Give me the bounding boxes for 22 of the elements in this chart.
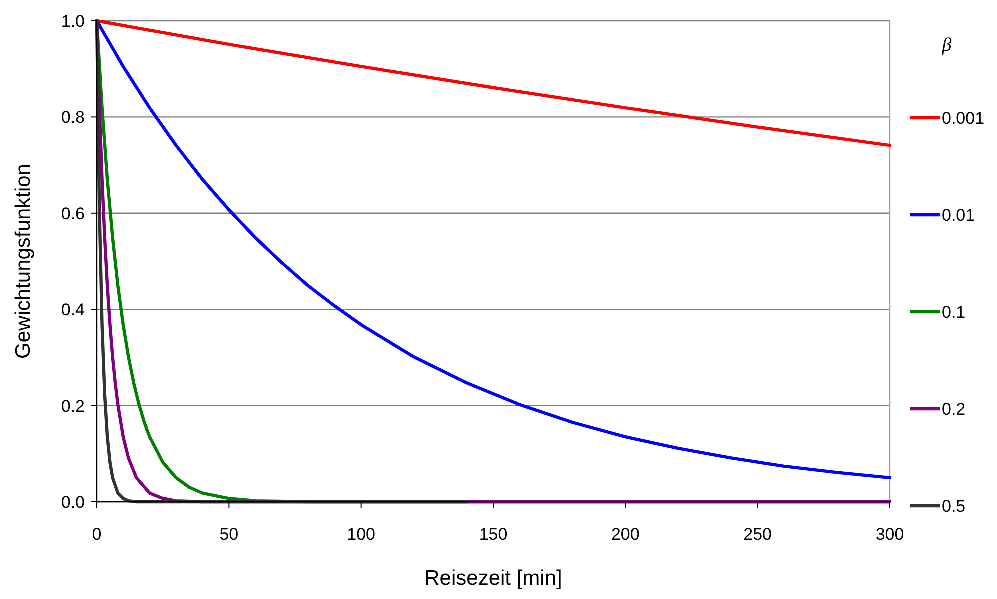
y-tick-label: 0.8 (61, 108, 85, 128)
legend-label: 0.5 (942, 496, 966, 516)
y-tick-label: 0.2 (61, 396, 85, 416)
legend-label: 0.1 (942, 302, 966, 322)
x-tick-label: 150 (479, 525, 508, 544)
y-tick-label: 0.4 (61, 300, 85, 320)
y-tick-label: 1.0 (61, 12, 85, 31)
x-axis-title: Reisezeit [min] (424, 567, 562, 590)
x-tick-label: 0 (92, 525, 102, 544)
x-tick-label: 100 (347, 525, 376, 544)
x-tick-label: 300 (876, 525, 904, 544)
legend-label: 0.01 (942, 206, 976, 225)
line-series (95, 19, 892, 148)
legend-title: β (941, 35, 952, 56)
legend-label: 0.2 (942, 400, 966, 419)
x-tick-label: 250 (744, 525, 772, 544)
y-axis-title: Gewichtungsfunktion (12, 164, 35, 359)
x-tick-label: 200 (611, 525, 640, 544)
x-tick-label: 50 (220, 525, 239, 544)
legend-label: 0.001 (942, 108, 985, 128)
y-tick-label: 0.0 (61, 492, 85, 512)
y-tick-label: 0.6 (61, 204, 85, 224)
